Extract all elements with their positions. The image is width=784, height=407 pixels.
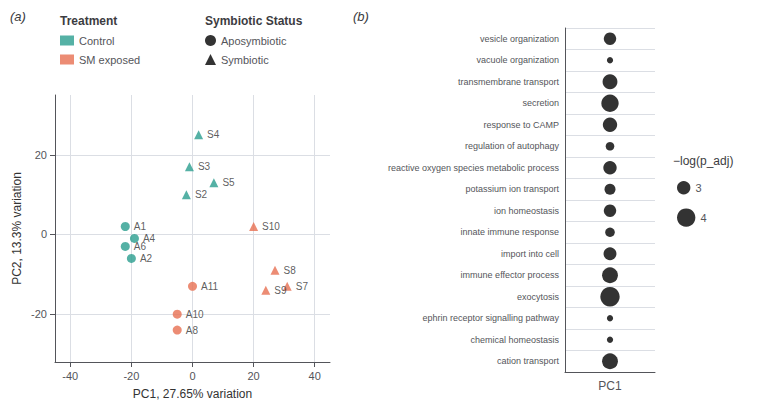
svg-text:20: 20 (247, 370, 259, 382)
svg-text:3: 3 (695, 182, 701, 194)
svg-text:S3: S3 (198, 161, 211, 172)
svg-text:Symbiotic: Symbiotic (221, 54, 269, 66)
svg-text:−log(p_adj): −log(p_adj) (673, 154, 733, 168)
svg-text:4: 4 (700, 212, 706, 224)
svg-text:Aposymbiotic: Aposymbiotic (221, 35, 287, 47)
svg-text:secretion: secretion (522, 98, 559, 108)
svg-text:A10: A10 (186, 309, 204, 320)
svg-text:vacuole organization: vacuole organization (476, 55, 559, 65)
svg-text:A6: A6 (134, 241, 147, 252)
svg-text:Symbiotic Status: Symbiotic Status (205, 14, 303, 28)
svg-text:vesicle organization: vesicle organization (480, 34, 559, 44)
svg-text:S4: S4 (207, 129, 220, 140)
svg-text:20: 20 (35, 149, 47, 161)
svg-text:A1: A1 (134, 221, 147, 232)
svg-text:0: 0 (189, 370, 195, 382)
svg-text:regulation of autophagy: regulation of autophagy (465, 141, 560, 151)
svg-text:transmembrane transport: transmembrane transport (458, 77, 560, 87)
svg-text:A4: A4 (142, 233, 156, 244)
svg-text:Treatment: Treatment (60, 14, 117, 28)
svg-text:S9: S9 (274, 285, 287, 296)
svg-text:SM exposed: SM exposed (79, 54, 140, 66)
svg-text:response to CAMP: response to CAMP (483, 120, 559, 130)
svg-text:PC1: PC1 (598, 379, 622, 393)
svg-text:S10: S10 (262, 221, 280, 232)
svg-text:cation transport: cation transport (497, 356, 560, 366)
svg-text:Control: Control (79, 35, 114, 47)
svg-text:A2: A2 (140, 253, 153, 264)
svg-text:A8: A8 (186, 325, 199, 336)
svg-text:chemical homeostasis: chemical homeostasis (470, 335, 559, 345)
svg-text:S2: S2 (195, 189, 208, 200)
svg-text:reactive oxygen species metabo: reactive oxygen species metabolic proces… (388, 163, 560, 173)
svg-text:exocytosis: exocytosis (517, 292, 560, 302)
svg-text:ephrin receptor signalling pat: ephrin receptor signalling pathway (422, 313, 559, 323)
svg-text:potassium ion transport: potassium ion transport (465, 184, 559, 194)
svg-text:(b): (b) (353, 9, 369, 24)
svg-text:PC1, 27.65% variation: PC1, 27.65% variation (133, 387, 252, 401)
svg-text:S8: S8 (284, 265, 297, 276)
svg-text:-40: -40 (62, 370, 78, 382)
svg-text:import into cell: import into cell (501, 249, 559, 259)
svg-text:S7: S7 (296, 281, 309, 292)
svg-text:40: 40 (309, 370, 321, 382)
svg-text:A11: A11 (201, 281, 218, 292)
svg-text:immune effector process: immune effector process (461, 270, 560, 280)
svg-text:-20: -20 (123, 370, 139, 382)
svg-text:S5: S5 (222, 177, 235, 188)
svg-text:-20: -20 (31, 308, 47, 320)
svg-text:PC2, 13.3% variation: PC2, 13.3% variation (10, 172, 24, 285)
svg-text:(a): (a) (10, 9, 26, 24)
svg-text:0: 0 (41, 228, 47, 240)
svg-text:innate immune response: innate immune response (460, 227, 559, 237)
svg-text:ion homeostasis: ion homeostasis (494, 206, 560, 216)
